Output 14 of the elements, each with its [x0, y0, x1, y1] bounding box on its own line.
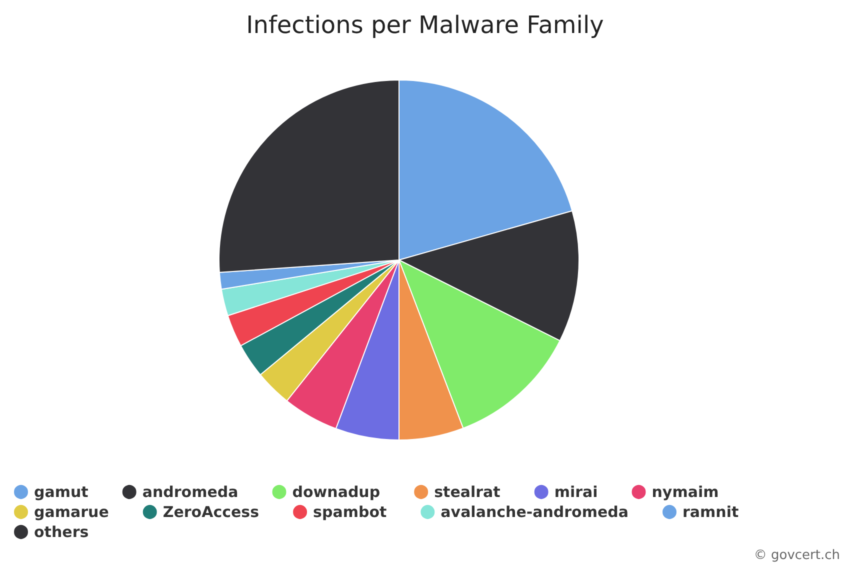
legend-label: andromeda — [142, 483, 238, 501]
legend-label: downadup — [292, 483, 380, 501]
legend-label: gamarue — [34, 503, 109, 521]
legend-label: ZeroAccess — [162, 503, 260, 521]
legend-label: stealrat — [434, 483, 500, 501]
legend-label: spambot — [313, 503, 387, 521]
legend-label: nymaim — [652, 483, 719, 501]
text: © govcert.ch — [754, 548, 840, 563]
legend-label: ramnit — [682, 503, 739, 521]
legend-label: mirai — [554, 483, 598, 501]
legend-label: others — [34, 523, 89, 541]
chart-title: Infections per Malware Family — [246, 11, 604, 39]
legend-label: avalanche-andromeda — [440, 503, 629, 521]
legend-label: gamut — [34, 483, 88, 501]
